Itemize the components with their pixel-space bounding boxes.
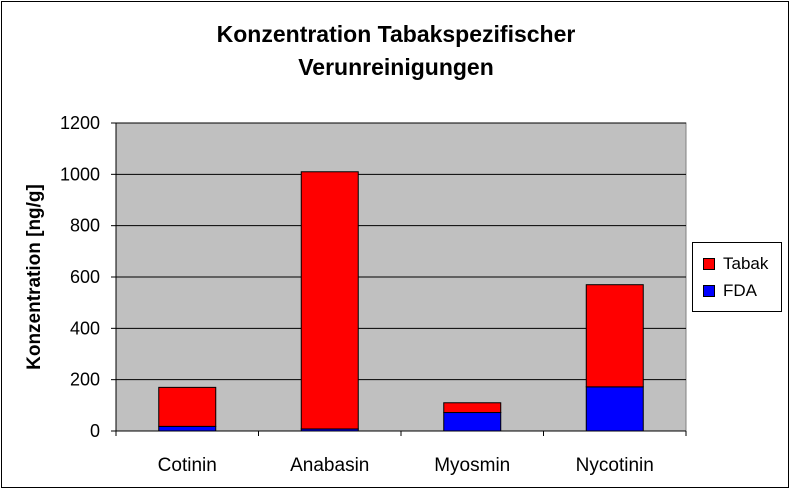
y-tick-label: 400 bbox=[70, 318, 100, 338]
y-tick-label: 1200 bbox=[60, 113, 100, 133]
y-tick-labels: 0 200 400 600 800 1000 1200 bbox=[60, 113, 100, 441]
chart-title-line-2: Verunreinigungen bbox=[298, 54, 494, 80]
y-tick-label: 1000 bbox=[60, 164, 100, 184]
bars bbox=[158, 171, 644, 432]
y-tick-label: 200 bbox=[70, 370, 100, 390]
legend-swatch-tabak bbox=[703, 258, 715, 270]
bar-tabak-cotinin bbox=[158, 386, 217, 427]
bar-fda-cotinin bbox=[158, 425, 217, 432]
y-tick-label: 800 bbox=[70, 216, 100, 236]
y-tick-label: 0 bbox=[90, 421, 100, 441]
x-tick-labels: Cotinin Anabasin Myosmin Nycotinin bbox=[158, 455, 654, 476]
legend-label-tabak: Tabak bbox=[723, 254, 769, 273]
legend-item-tabak: Tabak bbox=[703, 253, 768, 275]
x-tick-label: Anabasin bbox=[290, 455, 369, 476]
chart-title: Konzentration Tabakspezifischer Verunrei… bbox=[0, 18, 792, 84]
legend-item-fda: FDA bbox=[703, 280, 757, 302]
bar-fda-myosmin bbox=[443, 412, 502, 432]
legend-swatch-fda bbox=[703, 285, 715, 297]
legend-label-fda: FDA bbox=[723, 281, 757, 300]
bar-fda-nycotinin bbox=[585, 386, 644, 432]
x-tick-label: Myosmin bbox=[434, 455, 510, 476]
axes bbox=[111, 122, 687, 436]
bar-tabak-anabasin bbox=[300, 171, 359, 430]
bar-tabak-nycotinin bbox=[585, 284, 644, 388]
y-axis-label: Konzentration [ng/g] bbox=[24, 184, 45, 370]
legend: Tabak FDA bbox=[692, 242, 782, 312]
y-tick-label: 600 bbox=[70, 267, 100, 287]
x-tick-label: Nycotinin bbox=[576, 455, 654, 476]
bar-tabak-myosmin bbox=[443, 402, 502, 414]
chart-title-line-1: Konzentration Tabakspezifischer bbox=[216, 21, 576, 47]
x-tick-label: Cotinin bbox=[158, 455, 217, 476]
